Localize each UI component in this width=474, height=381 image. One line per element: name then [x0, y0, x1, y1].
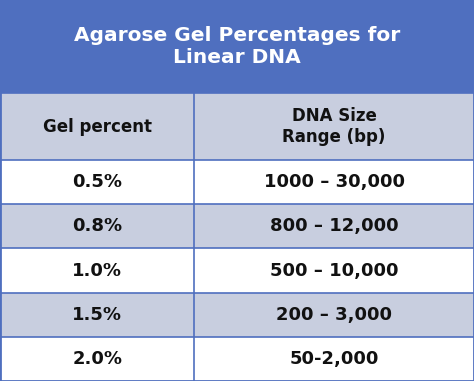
Text: 0.5%: 0.5%: [72, 173, 122, 191]
Text: 50-2,000: 50-2,000: [290, 350, 379, 368]
Text: 800 – 12,000: 800 – 12,000: [270, 217, 399, 235]
Text: 1.5%: 1.5%: [72, 306, 122, 324]
Text: 0.8%: 0.8%: [72, 217, 122, 235]
Text: 1000 – 30,000: 1000 – 30,000: [264, 173, 405, 191]
Text: 200 – 3,000: 200 – 3,000: [276, 306, 392, 324]
Text: 500 – 10,000: 500 – 10,000: [270, 261, 399, 280]
Text: 2.0%: 2.0%: [72, 350, 122, 368]
Text: DNA Size
Range (bp): DNA Size Range (bp): [283, 107, 386, 146]
Text: Agarose Gel Percentages for
Linear DNA: Agarose Gel Percentages for Linear DNA: [74, 26, 400, 67]
Text: 1.0%: 1.0%: [72, 261, 122, 280]
Text: Gel percent: Gel percent: [43, 118, 152, 136]
